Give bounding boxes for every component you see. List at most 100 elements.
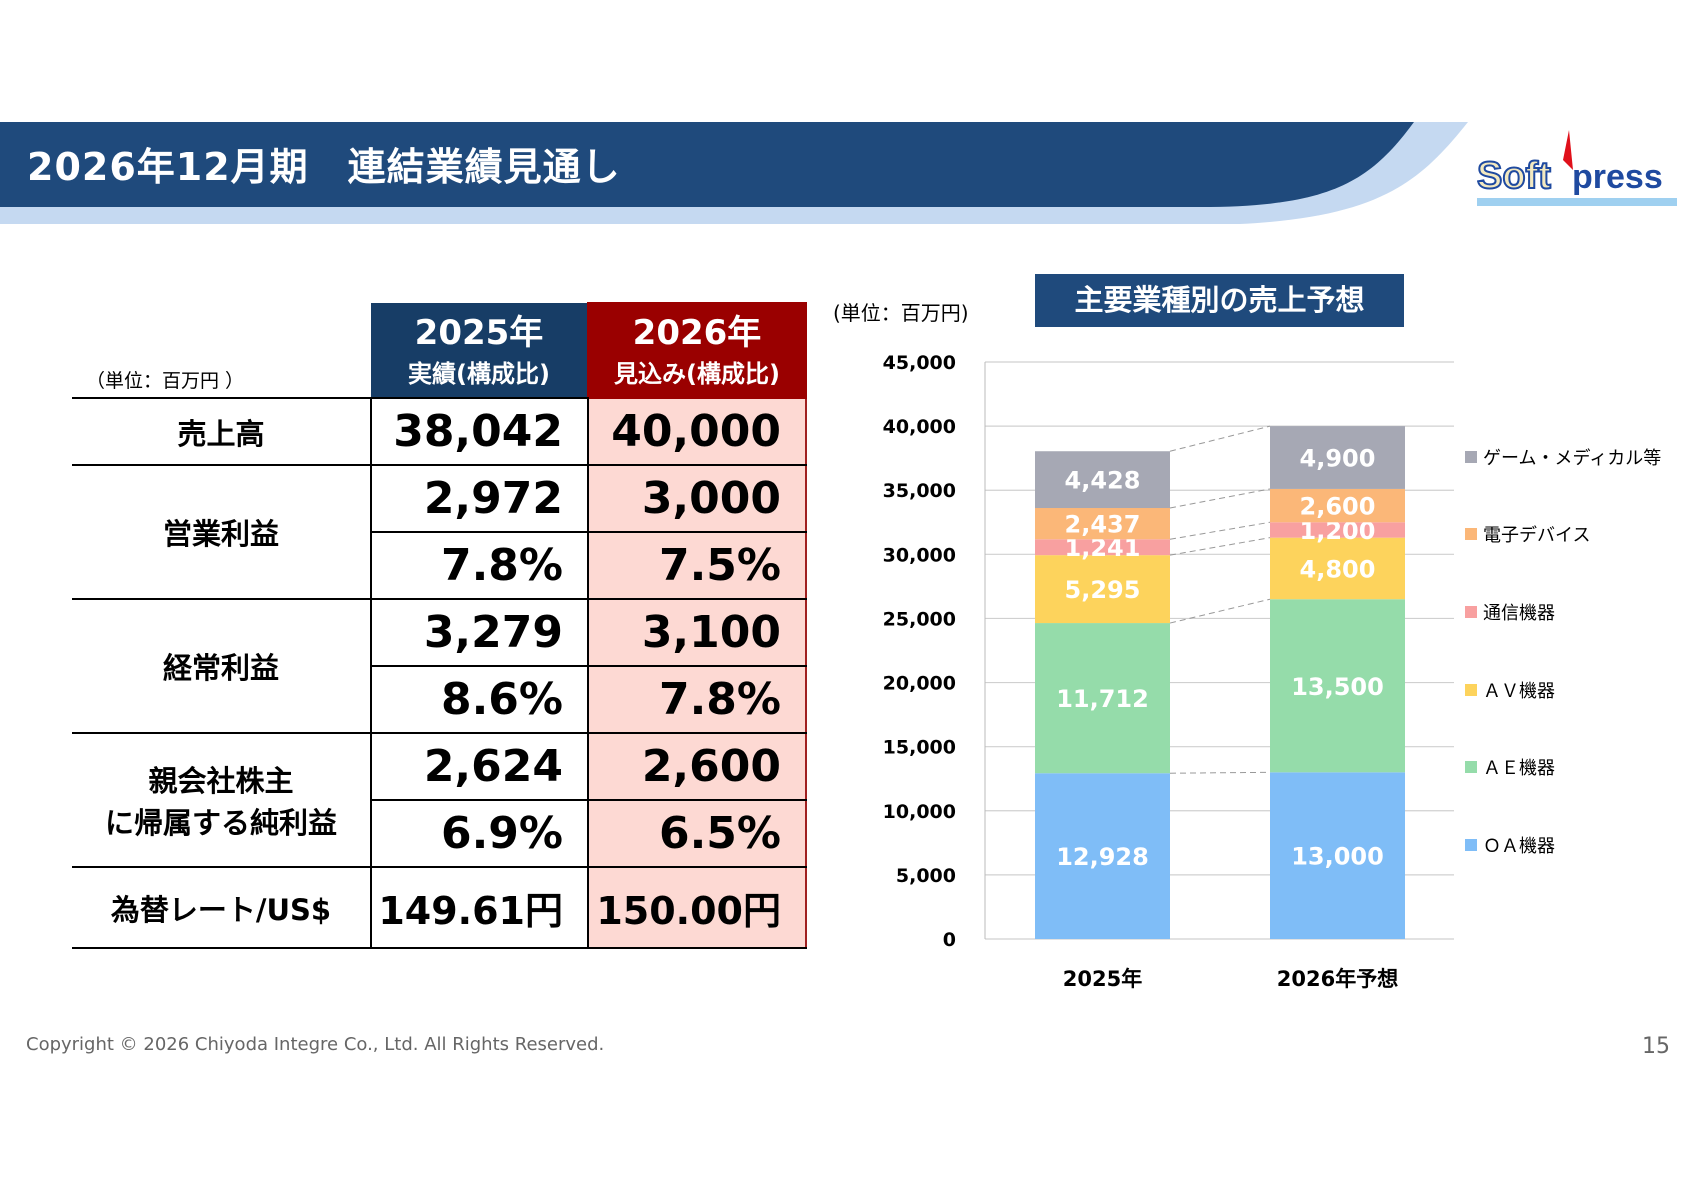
legend-item: ＯＡ機器 bbox=[1465, 832, 1555, 858]
data-label: 1,241 bbox=[1065, 534, 1141, 562]
table-row: 売上高 38,042 40,000 bbox=[72, 397, 807, 466]
svg-text:Soft: Soft bbox=[1477, 155, 1551, 197]
value-2025: 38,042 bbox=[371, 397, 589, 466]
value-2026: 6.5% bbox=[587, 799, 807, 868]
table-row: 経常利益 3,279 3,100 bbox=[72, 598, 807, 734]
legend-swatch bbox=[1465, 839, 1477, 851]
connector-line bbox=[1169, 488, 1271, 509]
legend-item: ＡＶ機器 bbox=[1465, 677, 1555, 703]
row-label: 営業利益 bbox=[72, 464, 372, 600]
row-label: 経常利益 bbox=[72, 598, 372, 734]
bar-segment bbox=[1035, 508, 1170, 540]
value-2025: 8.6% bbox=[371, 665, 589, 734]
legend-label: 通信機器 bbox=[1483, 603, 1555, 624]
legend-swatch bbox=[1465, 684, 1477, 696]
connector-line bbox=[1169, 537, 1271, 556]
chart-unit-label: (単位：百万円) bbox=[833, 301, 969, 325]
table-row: 為替レート/US$ 149.61円 150.00円 bbox=[72, 866, 807, 949]
bar-segment bbox=[1270, 426, 1405, 489]
svg-text:press: press bbox=[1572, 158, 1663, 196]
legend-label: ゲーム・メディカル等 bbox=[1483, 448, 1662, 469]
data-label: 13,000 bbox=[1291, 843, 1384, 871]
bar-segment bbox=[1270, 772, 1405, 939]
table-row: 営業利益 2,972 3,000 bbox=[72, 464, 807, 600]
connector-line bbox=[1169, 425, 1271, 452]
legend-swatch bbox=[1465, 528, 1477, 540]
data-label: 13,500 bbox=[1291, 673, 1384, 701]
legend-item: ゲーム・メディカル等 bbox=[1465, 444, 1661, 470]
legend-swatch bbox=[1465, 761, 1477, 773]
page-title: 2026年12月期 連結業績見通し bbox=[27, 145, 621, 189]
bar-segment bbox=[1035, 623, 1170, 774]
x-tick-label: 2025年 bbox=[1063, 967, 1142, 991]
y-tick-label: 30,000 bbox=[883, 544, 956, 566]
y-tick-label: 5,000 bbox=[896, 865, 956, 887]
y-tick-label: 40,000 bbox=[883, 416, 956, 438]
legend-label: 電子デバイス bbox=[1483, 525, 1591, 546]
row-label: 為替レート/US$ bbox=[72, 866, 372, 949]
title-banner bbox=[0, 122, 1468, 224]
legend-swatch bbox=[1465, 451, 1477, 463]
y-tick-label: 25,000 bbox=[883, 608, 956, 630]
results-table: 2025年 実績(構成比) 2026年 見込み(構成比) 売上高 38,042 40,0… bbox=[72, 302, 807, 949]
table-row: 親会社株主 に帰属する純利益 2,624 2,600 bbox=[72, 732, 807, 868]
chart-title: 主要業種別の売上予想 bbox=[1035, 274, 1404, 327]
legend-item: ＡＥ機器 bbox=[1465, 754, 1555, 780]
copyright: Copyright © 2026 Chiyoda Integre Co., Lt… bbox=[26, 1034, 605, 1055]
data-label: 4,800 bbox=[1300, 555, 1376, 583]
data-label: 2,600 bbox=[1300, 493, 1376, 521]
bar-segment bbox=[1270, 522, 1405, 538]
data-label: 1,200 bbox=[1300, 517, 1376, 545]
y-tick-label: 45,000 bbox=[883, 352, 956, 374]
legend-label: ＡＥ機器 bbox=[1483, 758, 1555, 779]
value-2025: 7.8% bbox=[371, 531, 589, 600]
value-2026: 150.00円 bbox=[587, 866, 807, 949]
value-2026: 3,100 bbox=[587, 598, 807, 667]
value-2026: 3,000 bbox=[587, 464, 807, 533]
legend-swatch bbox=[1465, 606, 1477, 618]
row-label: 売上高 bbox=[72, 397, 372, 466]
bar-segment bbox=[1270, 488, 1405, 523]
legend-label: ＯＡ機器 bbox=[1483, 836, 1555, 857]
value-2025: 6.9% bbox=[371, 799, 589, 868]
data-label: 4,428 bbox=[1065, 467, 1141, 495]
legend-item: 電子デバイス bbox=[1465, 521, 1590, 547]
connector-line bbox=[1169, 598, 1271, 624]
value-2026: 7.8% bbox=[587, 665, 807, 734]
data-label: 5,295 bbox=[1065, 576, 1141, 604]
row-label: 親会社株主 に帰属する純利益 bbox=[72, 732, 372, 868]
col-header-2025: 2025年 実績(構成比) bbox=[371, 303, 588, 399]
data-label: 11,712 bbox=[1056, 685, 1149, 713]
bar-segment bbox=[1270, 599, 1405, 773]
col-header-2026: 2026年 見込み(構成比) bbox=[587, 302, 807, 399]
value-2025: 2,972 bbox=[371, 464, 589, 533]
bar-segment bbox=[1270, 537, 1405, 600]
bar-segment bbox=[1035, 451, 1170, 509]
y-tick-label: 35,000 bbox=[883, 480, 956, 502]
value-2026: 2,600 bbox=[587, 732, 807, 801]
bar-segment bbox=[1035, 773, 1170, 939]
data-label: 2,437 bbox=[1065, 511, 1141, 539]
value-2026: 40,000 bbox=[587, 397, 807, 466]
connector-line bbox=[1169, 521, 1271, 540]
x-tick-label: 2026年予想 bbox=[1277, 967, 1398, 991]
data-label: 12,928 bbox=[1056, 843, 1149, 871]
y-tick-label: 15,000 bbox=[883, 737, 956, 759]
connector-line bbox=[1169, 771, 1271, 774]
table-row: 6.9% 6.5% bbox=[72, 799, 807, 868]
y-tick-label: 0 bbox=[943, 929, 956, 951]
bar-segment bbox=[1035, 539, 1170, 556]
value-2026: 7.5% bbox=[587, 531, 807, 600]
value-2025: 149.61円 bbox=[371, 866, 589, 949]
bar-segment bbox=[1035, 555, 1170, 624]
value-2025: 3,279 bbox=[371, 598, 589, 667]
value-2025: 2,624 bbox=[371, 732, 589, 801]
softpress-logo: Soft press bbox=[1477, 130, 1677, 206]
legend-label: ＡＶ機器 bbox=[1483, 681, 1555, 702]
page-number: 15 bbox=[1642, 1034, 1670, 1059]
table-row: 7.8% 7.5% bbox=[72, 531, 807, 600]
y-tick-label: 20,000 bbox=[883, 673, 956, 695]
legend-item: 通信機器 bbox=[1465, 599, 1555, 625]
data-label: 4,900 bbox=[1300, 445, 1376, 473]
table-row: 8.6% 7.8% bbox=[72, 665, 807, 734]
